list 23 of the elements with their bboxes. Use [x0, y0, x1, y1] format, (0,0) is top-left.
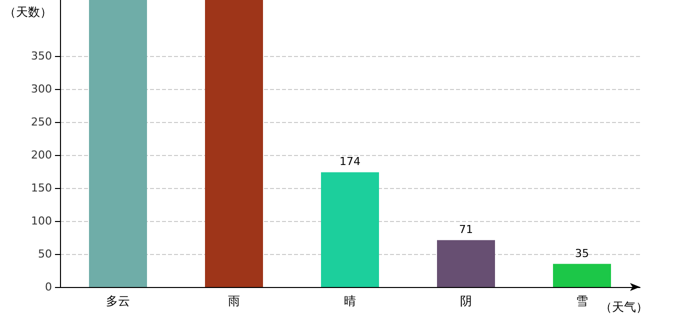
x-tick-label: 多云: [106, 294, 130, 308]
data-label: 71: [459, 223, 473, 236]
y-tick-label: 0: [45, 280, 52, 294]
y-tick-label: 300: [31, 82, 52, 96]
bar: [321, 172, 379, 287]
x-tick-label: 雪: [576, 294, 588, 308]
y-tick-label: 100: [31, 214, 52, 228]
y-tick-label: 350: [31, 50, 52, 63]
bar: [553, 264, 611, 287]
y-tick-label: 50: [38, 248, 52, 261]
x-axis-title: （天气）: [600, 300, 648, 314]
bar: [205, 0, 263, 287]
x-tick-label: 雨: [228, 294, 240, 308]
y-tick-label: 200: [31, 148, 52, 162]
y-tick-label: 250: [31, 116, 52, 129]
y-tick-label: 150: [31, 182, 52, 195]
x-tick-label: 阴: [460, 294, 472, 308]
bar: [89, 0, 147, 287]
y-axis-title: （天数）: [4, 5, 52, 19]
data-label: 174: [340, 155, 360, 168]
bar: [437, 240, 495, 287]
x-tick-label: 晴: [344, 294, 356, 308]
data-label: 35: [575, 246, 589, 260]
